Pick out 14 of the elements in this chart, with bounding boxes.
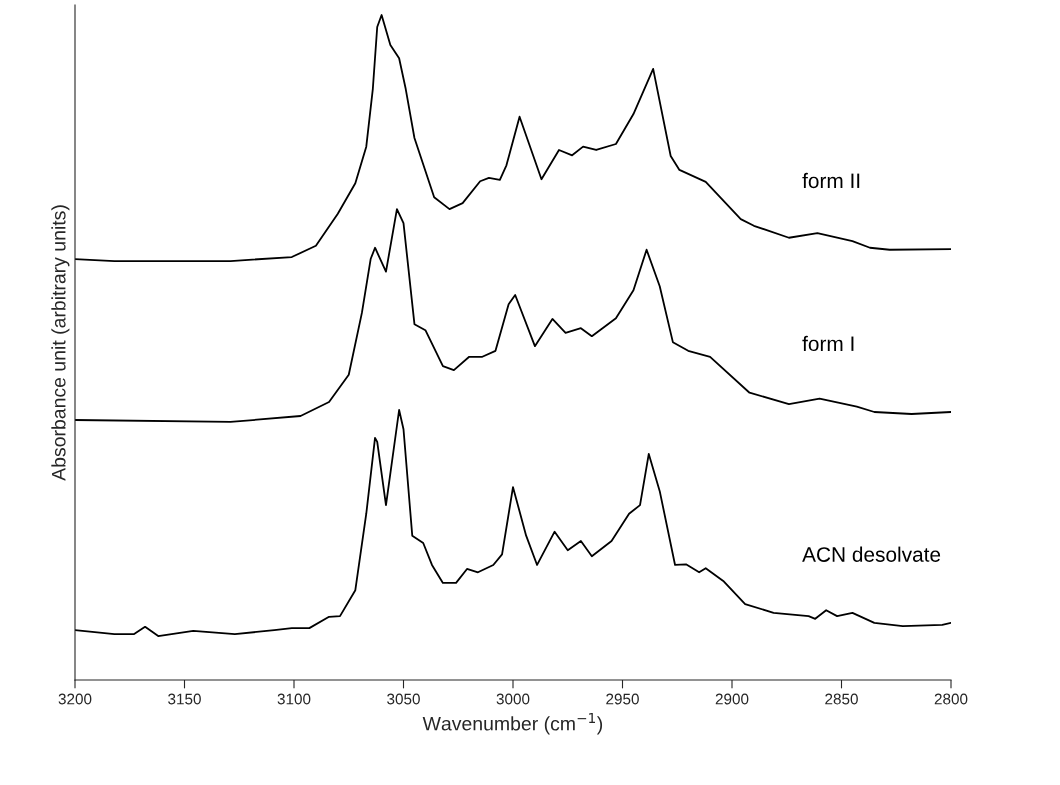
y-axis-title: Absorbance unit (arbitrary units) bbox=[51, 205, 70, 481]
x-tick-label: 2800 bbox=[934, 693, 968, 705]
x-axis-title: Wavenumber (cm$^{−1}$) bbox=[422, 712, 603, 735]
x-tick-label: 2850 bbox=[825, 693, 858, 705]
text: ACN desolvate bbox=[802, 546, 941, 562]
text: form II bbox=[802, 172, 860, 189]
x-tick-label: 3150 bbox=[168, 693, 201, 705]
text: form I bbox=[802, 335, 854, 352]
x-tick-label: 3200 bbox=[58, 693, 92, 705]
x-tick-label: 2950 bbox=[606, 693, 639, 705]
x-tick-label: 3050 bbox=[387, 693, 420, 705]
x-tick-label: 2900 bbox=[715, 693, 749, 705]
x-tick-label: 3100 bbox=[277, 693, 311, 705]
x-tick-label: 3000 bbox=[496, 693, 530, 705]
